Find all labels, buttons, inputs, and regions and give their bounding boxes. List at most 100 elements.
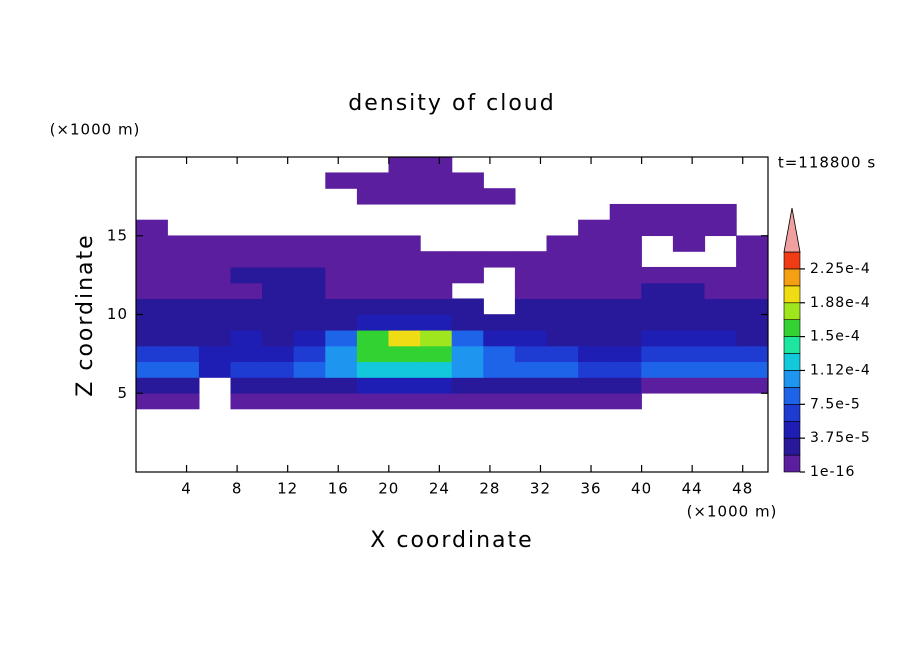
contour-cell	[325, 172, 358, 189]
contour-cell	[736, 282, 769, 300]
contour-cell	[167, 251, 200, 268]
contour-cell	[356, 377, 390, 394]
contour-cell	[388, 361, 421, 378]
contour-cell	[293, 329, 326, 347]
contour-cell	[230, 282, 263, 300]
y-unit: (×1000 m)	[50, 121, 141, 139]
contour-cell	[325, 314, 358, 331]
contour-cell	[578, 235, 611, 252]
contour-cell	[198, 266, 232, 284]
contour-cell	[514, 298, 548, 315]
contour-cell	[420, 188, 453, 205]
contour-cell	[388, 345, 421, 363]
contour-cell	[609, 329, 642, 347]
colorbar-bin	[783, 437, 801, 456]
contour-cell	[135, 345, 168, 363]
contour-cell	[198, 235, 232, 252]
contour-cell	[641, 377, 674, 394]
x-tick-label: 24	[429, 480, 450, 498]
contour-cell	[167, 266, 200, 284]
contour-cell	[356, 266, 390, 284]
contour-cell	[198, 298, 232, 315]
colorbar-bin	[783, 404, 801, 422]
contour-cell	[736, 251, 769, 268]
contour-cell	[325, 345, 358, 363]
x-tick-label: 48	[732, 480, 753, 498]
contour-cell	[641, 219, 674, 237]
contour-cell	[167, 361, 200, 378]
contour-cell	[736, 266, 769, 284]
contour-cell	[356, 251, 390, 268]
contour-cell	[483, 251, 516, 268]
contour-cell	[388, 172, 421, 189]
contour-cell	[388, 266, 421, 284]
contour-cell	[672, 314, 706, 331]
contour-cell	[483, 345, 516, 363]
x-tick-label: 32	[530, 480, 551, 498]
contour-cell	[293, 377, 326, 394]
contour-cell	[641, 266, 674, 284]
contour-cell	[262, 377, 295, 394]
contour-cell	[420, 282, 453, 300]
contour-cell	[293, 266, 326, 284]
contour-cell	[388, 251, 421, 268]
contour-cell	[704, 377, 737, 394]
contour-cell	[641, 314, 674, 331]
contour-cell	[609, 219, 642, 237]
contour-cell	[356, 282, 390, 300]
contour-cell	[420, 172, 453, 189]
contour-cell	[325, 282, 358, 300]
contour-cell	[293, 251, 326, 268]
contour-cell	[451, 188, 484, 205]
contour-cell	[325, 251, 358, 268]
contour-cell	[420, 251, 453, 268]
contour-cell	[230, 345, 263, 363]
colorbar-bin	[783, 454, 801, 473]
contour-cell	[230, 377, 263, 394]
contour-cell	[704, 219, 737, 237]
contour-cell	[451, 266, 484, 284]
contour-cell	[167, 314, 200, 331]
contour-cell	[325, 392, 358, 410]
contour-cell	[135, 219, 168, 237]
contour-cell	[609, 392, 642, 410]
contour-cell	[704, 361, 737, 378]
contour-cell	[293, 392, 326, 410]
contour-cell	[262, 345, 295, 363]
contour-cell	[230, 298, 263, 315]
contour-cell	[609, 345, 642, 363]
colorbar-bin	[783, 353, 801, 371]
contour-cell	[546, 345, 579, 363]
x-tick-label: 8	[232, 480, 243, 498]
contour-cell	[578, 251, 611, 268]
contour-cell	[609, 361, 642, 378]
contour-cell	[672, 329, 706, 347]
contour-cell	[736, 345, 769, 363]
contour-cell	[609, 251, 642, 268]
contour-cell	[135, 361, 168, 378]
contour-cell	[609, 266, 642, 284]
contour-cell	[420, 314, 453, 331]
contour-cell	[609, 282, 642, 300]
contour-cell	[198, 329, 232, 347]
contour-cell	[198, 282, 232, 300]
contour-cell	[672, 203, 706, 221]
x-tick-label: 44	[682, 480, 703, 498]
contour-cell	[420, 377, 453, 394]
contour-cell	[135, 266, 168, 284]
contour-cell	[325, 298, 358, 315]
contour-cell	[356, 345, 390, 363]
contour-cell	[736, 235, 769, 252]
contour-cell	[609, 314, 642, 331]
contour-cell	[135, 298, 168, 315]
contour-cell	[167, 377, 200, 394]
contour-cell	[325, 329, 358, 347]
colorbar-label: 1.12e-4	[810, 362, 871, 378]
contour-cell	[578, 345, 611, 363]
contour-cell	[388, 282, 421, 300]
colorbar-label: 2.25e-4	[810, 261, 871, 277]
contour-cell	[641, 282, 674, 300]
contour-cell	[483, 392, 516, 410]
contour-cell	[356, 392, 390, 410]
